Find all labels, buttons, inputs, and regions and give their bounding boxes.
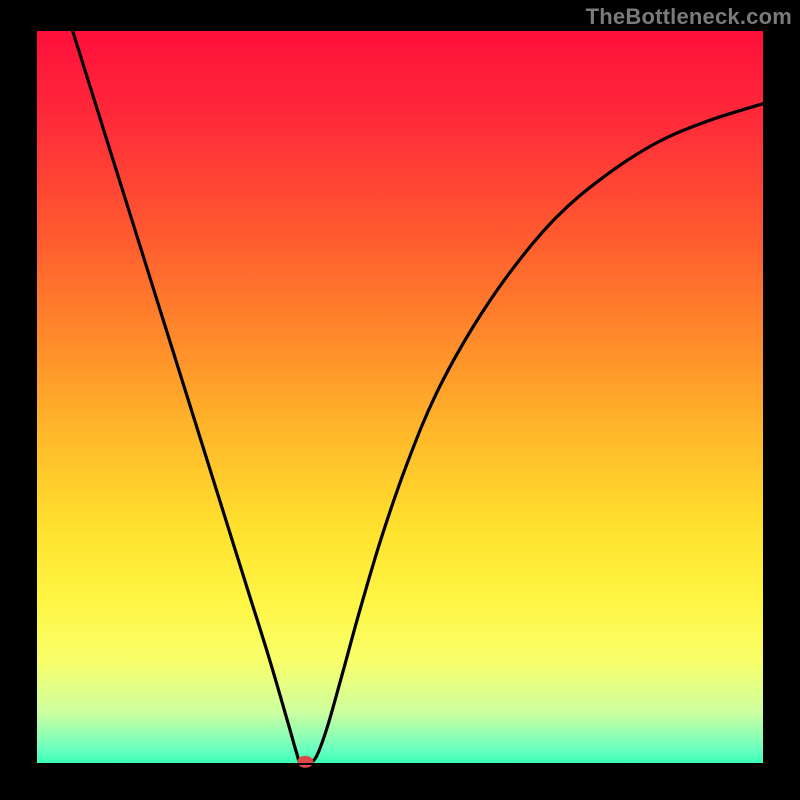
- bottleneck-curve-chart: [0, 0, 800, 800]
- watermark-text: TheBottleneck.com: [586, 4, 792, 30]
- optimal-point-marker: [297, 756, 313, 768]
- plot-background: [36, 30, 764, 764]
- chart-container: { "watermark": "TheBottleneck.com", "cha…: [0, 0, 800, 800]
